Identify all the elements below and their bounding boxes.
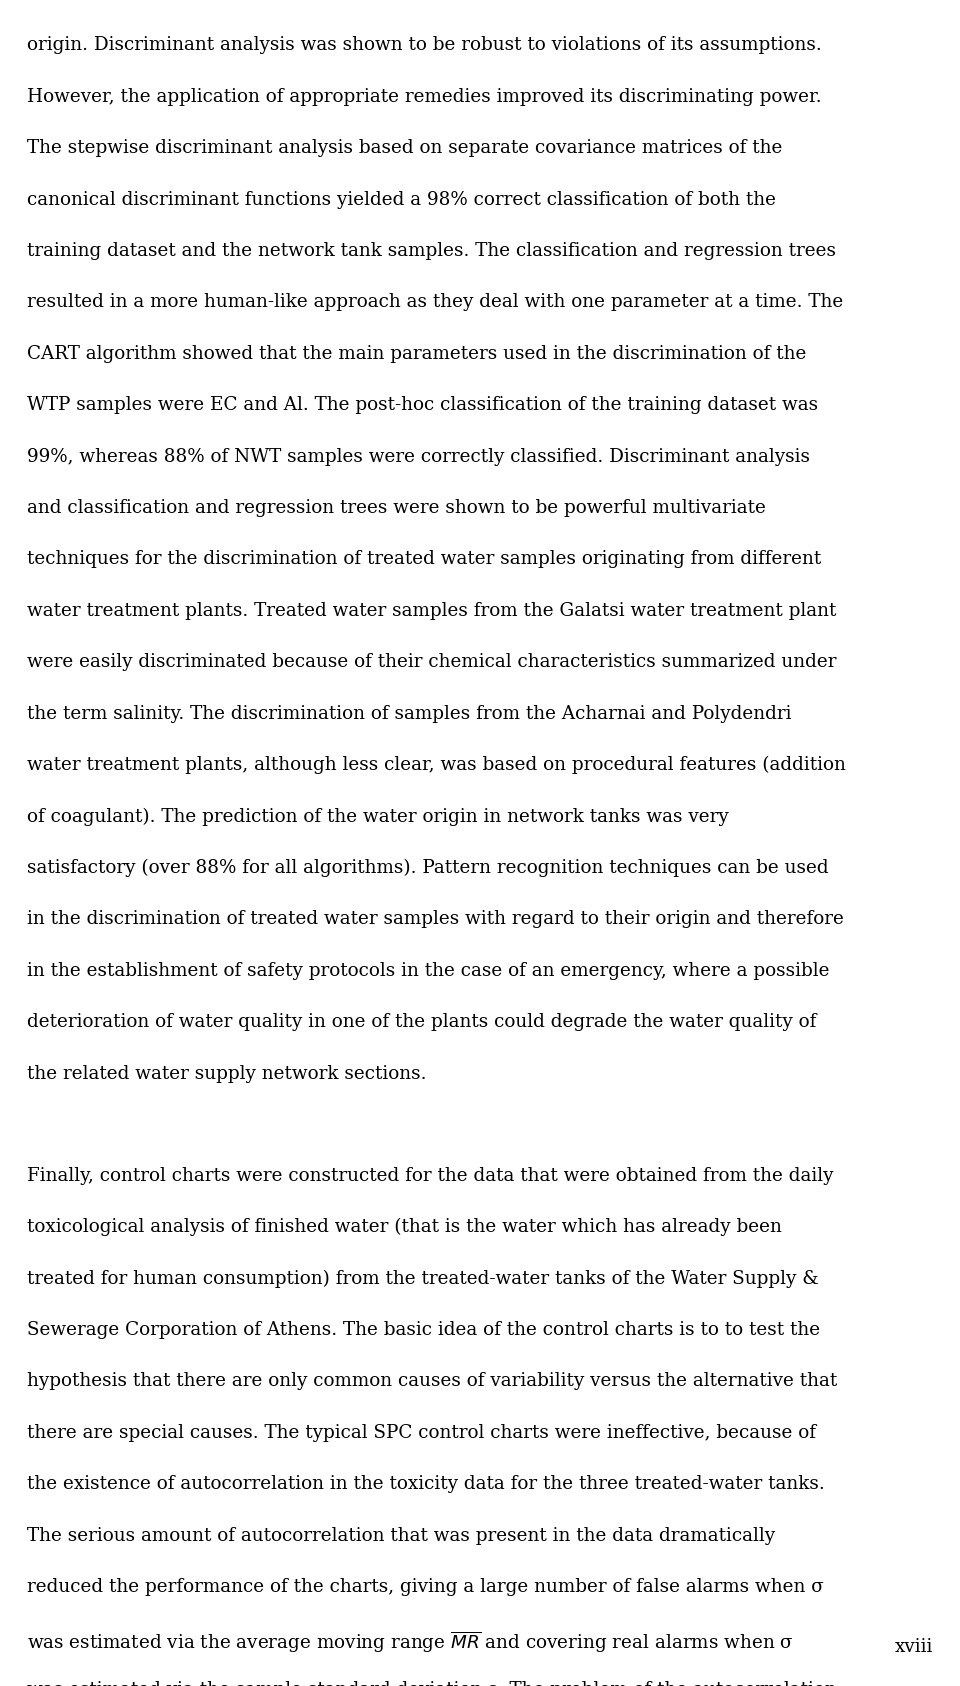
Text: of coagulant). The prediction of the water origin in network tanks was very: of coagulant). The prediction of the wat… (27, 808, 729, 826)
Text: in the establishment of safety protocols in the case of an emergency, where a po: in the establishment of safety protocols… (27, 961, 829, 980)
Text: water treatment plants. Treated water samples from the Galatsi water treatment p: water treatment plants. Treated water sa… (27, 602, 836, 620)
Text: However, the application of appropriate remedies improved its discriminating pow: However, the application of appropriate … (27, 88, 822, 106)
Text: The stepwise discriminant analysis based on separate covariance matrices of the: The stepwise discriminant analysis based… (27, 138, 782, 157)
Text: training dataset and the network tank samples. The classification and regression: training dataset and the network tank sa… (27, 241, 836, 260)
Text: there are special causes. The typical SPC control charts were ineffective, becau: there are special causes. The typical SP… (27, 1423, 816, 1442)
Text: the related water supply network sections.: the related water supply network section… (27, 1064, 426, 1082)
Text: Finally, control charts were constructed for the data that were obtained from th: Finally, control charts were constructed… (27, 1167, 833, 1185)
Text: The serious amount of autocorrelation that was present in the data dramatically: The serious amount of autocorrelation th… (27, 1526, 775, 1544)
Text: resulted in a more human-like approach as they deal with one parameter at a time: resulted in a more human-like approach a… (27, 293, 843, 312)
Text: were easily discriminated because of their chemical characteristics summarized u: were easily discriminated because of the… (27, 652, 836, 671)
Text: techniques for the discrimination of treated water samples originating from diff: techniques for the discrimination of tre… (27, 550, 821, 568)
Text: canonical discriminant functions yielded a 98% correct classification of both th: canonical discriminant functions yielded… (27, 191, 776, 209)
Text: the existence of autocorrelation in the toxicity data for the three treated-wate: the existence of autocorrelation in the … (27, 1475, 825, 1494)
Text: CART algorithm showed that the main parameters used in the discrimination of the: CART algorithm showed that the main para… (27, 344, 806, 362)
Text: treated for human consumption) from the treated-water tanks of the Water Supply : treated for human consumption) from the … (27, 1270, 819, 1288)
Text: and classification and regression trees were shown to be powerful multivariate: and classification and regression trees … (27, 499, 766, 518)
Text: xviii: xviii (895, 1637, 933, 1656)
Text: was estimated via the sample standard deviation s. The problem of the autocorrel: was estimated via the sample standard de… (27, 1681, 836, 1686)
Text: 99%, whereas 88% of NWT samples were correctly classified. Discriminant analysis: 99%, whereas 88% of NWT samples were cor… (27, 447, 810, 465)
Text: was estimated via the average moving range $\overline{MR}$ and covering real ala: was estimated via the average moving ran… (27, 1629, 794, 1656)
Text: WTP samples were EC and Al. The post-hoc classification of the training dataset : WTP samples were EC and Al. The post-hoc… (27, 396, 818, 415)
Text: the term salinity. The discrimination of samples from the Acharnai and Polydendr: the term salinity. The discrimination of… (27, 705, 791, 723)
Text: reduced the performance of the charts, giving a large number of false alarms whe: reduced the performance of the charts, g… (27, 1578, 824, 1597)
Text: satisfactory (over 88% for all algorithms). Pattern recognition techniques can b: satisfactory (over 88% for all algorithm… (27, 858, 828, 877)
Text: toxicological analysis of finished water (that is the water which has already be: toxicological analysis of finished water… (27, 1217, 781, 1236)
Text: water treatment plants, although less clear, was based on procedural features (a: water treatment plants, although less cl… (27, 755, 846, 774)
Text: hypothesis that there are only common causes of variability versus the alternati: hypothesis that there are only common ca… (27, 1372, 837, 1391)
Text: in the discrimination of treated water samples with regard to their origin and t: in the discrimination of treated water s… (27, 910, 844, 929)
Text: origin. Discriminant analysis was shown to be robust to violations of its assump: origin. Discriminant analysis was shown … (27, 35, 822, 54)
Text: deterioration of water quality in one of the plants could degrade the water qual: deterioration of water quality in one of… (27, 1013, 816, 1032)
Text: Sewerage Corporation of Athens. The basic idea of the control charts is to to te: Sewerage Corporation of Athens. The basi… (27, 1320, 820, 1339)
